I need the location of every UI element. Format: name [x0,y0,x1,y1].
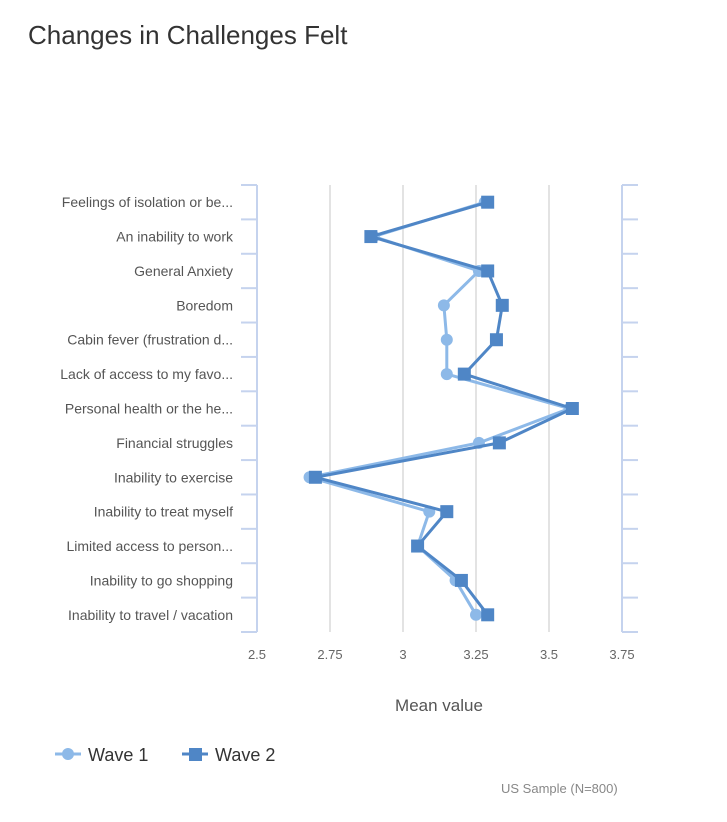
data-point-wave-2 [457,367,471,381]
category-label: Boredom [176,297,233,313]
x-tick-label: 2.75 [317,647,342,662]
series-line-1 [308,200,571,616]
data-point-wave-2 [495,298,509,312]
category-label: Personal health or the he... [65,401,233,417]
data-point-wave-2 [454,573,468,587]
data-point-wave-2 [308,470,322,484]
x-axis-label: Mean value [395,696,483,715]
category-label: An inability to work [116,229,234,245]
data-point-wave-1 [440,333,453,346]
data-point-wave-2 [440,505,454,519]
x-tick-label: 3.25 [463,647,488,662]
x-tick-label: 3.75 [609,647,634,662]
category-label: Inability to treat myself [94,504,233,520]
x-tick-label: 2.5 [248,647,266,662]
category-label: General Anxiety [134,263,233,279]
data-point-wave-2 [411,539,425,553]
data-point-wave-2 [565,402,579,415]
category-label: Feelings of isolation or be... [62,194,233,210]
category-label: Limited access to person... [66,538,233,554]
legend-label: Wave 1 [88,745,148,765]
x-tick-label: 3.5 [540,647,558,662]
x-tick-label: 3 [399,647,406,662]
data-point-wave-2 [481,195,495,209]
category-label: Lack of access to my favo... [60,366,233,382]
data-point-wave-2 [492,436,506,450]
data-point-wave-1 [440,368,453,381]
series-line-2 [313,200,574,616]
chart-title: Changes in Challenges Felt [28,20,348,50]
legend-label: Wave 2 [215,745,275,765]
data-point-wave-1 [470,608,482,621]
data-point-wave-1 [437,299,450,312]
category-label: Cabin fever (frustration d... [67,332,233,348]
legend-marker-circle [62,748,74,760]
data-point-wave-2 [364,230,378,244]
category-label: Inability to travel / vacation [68,607,233,623]
category-label: Financial struggles [116,435,233,451]
data-point-wave-2 [481,264,495,278]
legend-marker-square [189,748,202,761]
data-point-wave-2 [489,333,503,347]
category-label: Inability to go shopping [90,572,233,588]
footnote: US Sample (N=800) [501,781,618,796]
category-label: Inability to exercise [114,469,233,485]
data-point-wave-2 [481,608,495,622]
